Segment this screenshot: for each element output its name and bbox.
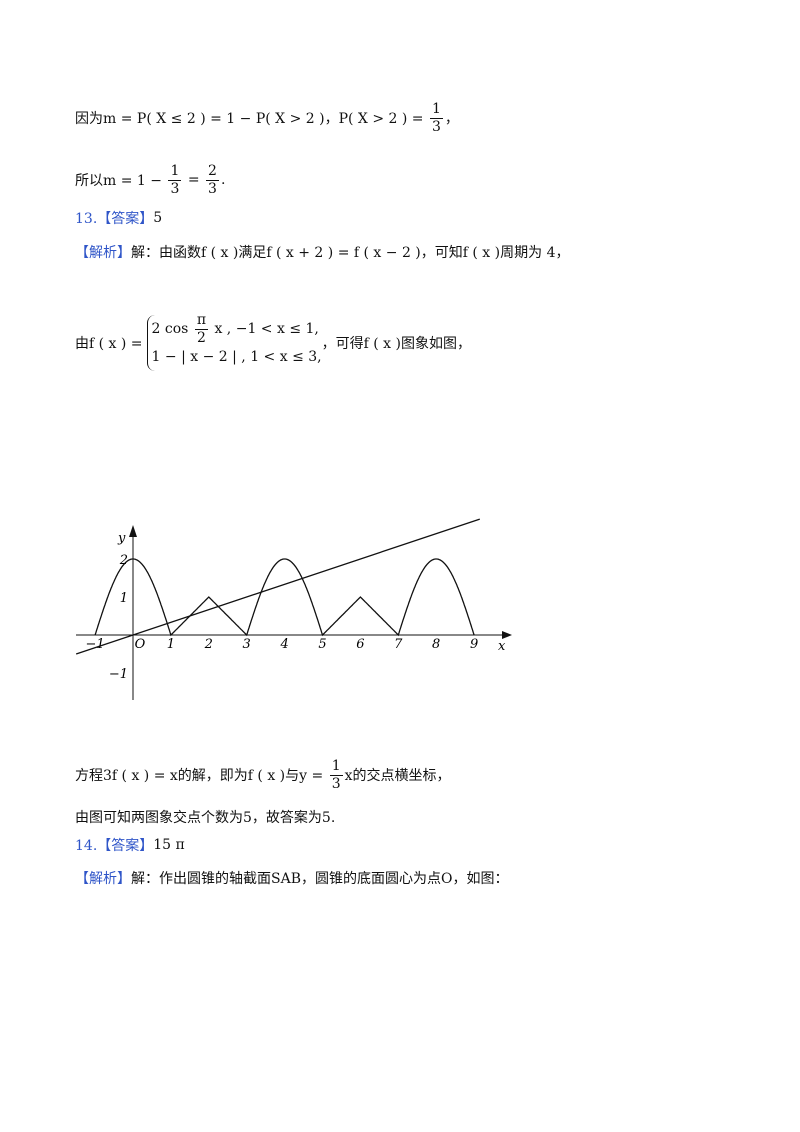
y-tick-label: −1 <box>109 667 128 682</box>
text: 方程3f ( x ) = x的解，即为f ( x )与y = <box>75 768 328 784</box>
text: 解：作出圆锥的轴截面SAB，圆锥的底面圆心为点O，如图： <box>131 871 509 887</box>
text: 15 π <box>153 837 185 853</box>
x-tick-label: 8 <box>432 637 440 652</box>
text: ，可得f ( x )图象如图， <box>321 336 471 352</box>
text: x , −1 < x ≤ 1, <box>210 321 319 337</box>
numerator: 1 <box>168 162 182 181</box>
x-tick-label: 3 <box>243 637 251 652</box>
x-tick-label: 4 <box>279 637 288 652</box>
text-line: 【解析】 解：由函数f ( x )满足f ( x + 2 ) = f ( x − … <box>75 234 569 270</box>
label: 14.【答案】 <box>75 838 154 854</box>
text: 所以m = 1 − <box>75 173 167 189</box>
text-line: 【解析】 解：作出圆锥的轴截面SAB，圆锥的底面圆心为点O，如图： <box>75 860 508 896</box>
numerator: 1 <box>329 757 343 776</box>
y-axis-label: y <box>117 531 126 546</box>
x-tick-label: 9 <box>470 637 478 652</box>
text: . <box>220 172 226 188</box>
denominator: 2 <box>196 329 206 346</box>
arrow <box>502 631 512 639</box>
text: ， <box>444 111 459 127</box>
text: = <box>183 172 205 188</box>
text-line: 由图可知两图象交点个数为5，故答案为5. <box>75 799 335 835</box>
text: 由图可知两图象交点个数为5，故答案为5. <box>75 810 336 826</box>
label: 【解析】 <box>75 245 131 261</box>
function-curve <box>94 558 475 637</box>
text: x的交点横坐标， <box>344 768 451 784</box>
text: 2 cos <box>151 321 193 337</box>
text-line: 13.【答案】 5 <box>75 200 162 236</box>
label: 13.【答案】 <box>75 211 154 227</box>
line-y-x-over-3 <box>75 518 480 655</box>
text: 5 <box>153 210 163 226</box>
text: 解：由函数f ( x )满足f ( x + 2 ) = f ( x − 2 )，… <box>131 245 570 261</box>
x-axis-label: x <box>498 639 506 654</box>
denominator: 3 <box>170 180 180 197</box>
label: 【解析】 <box>75 871 131 887</box>
denominator: 3 <box>331 775 341 792</box>
x-tick-label: 7 <box>394 637 403 652</box>
numerator: 1 <box>429 100 443 119</box>
x-tick-label: O <box>135 637 146 652</box>
text: 因为m = P( X ≤ 2 ) = 1 − P( X > 2 )，P( X >… <box>75 111 428 127</box>
numerator: 2 <box>206 162 219 181</box>
denominator: 3 <box>208 180 217 197</box>
y-tick-label: 2 <box>119 553 128 568</box>
case: 1 − | x − 2 | , 1 < x ≤ 3, <box>152 343 322 371</box>
text: 1 − | x − 2 | , 1 < x ≤ 3, <box>151 349 322 365</box>
x-tick-label: 6 <box>356 637 364 652</box>
x-tick-label: 2 <box>204 637 213 652</box>
arrow <box>129 525 137 537</box>
text-line: 方程3f ( x ) = x的解，即为f ( x )与y = 1 3 x的交点横坐标… <box>75 757 451 793</box>
numerator: π <box>194 311 209 330</box>
x-tick-label: 1 <box>167 637 175 652</box>
text: 由f ( x ) = <box>75 336 143 352</box>
x-tick-label: 5 <box>318 637 326 652</box>
text-line: 因为m = P( X ≤ 2 ) = 1 − P( X > 2 )，P( X >… <box>75 100 459 136</box>
x-tick-label: −1 <box>86 637 105 652</box>
text-line: 14.【答案】 15 π <box>75 827 185 863</box>
y-tick-label: 1 <box>120 591 128 606</box>
denominator: 3 <box>431 118 441 135</box>
